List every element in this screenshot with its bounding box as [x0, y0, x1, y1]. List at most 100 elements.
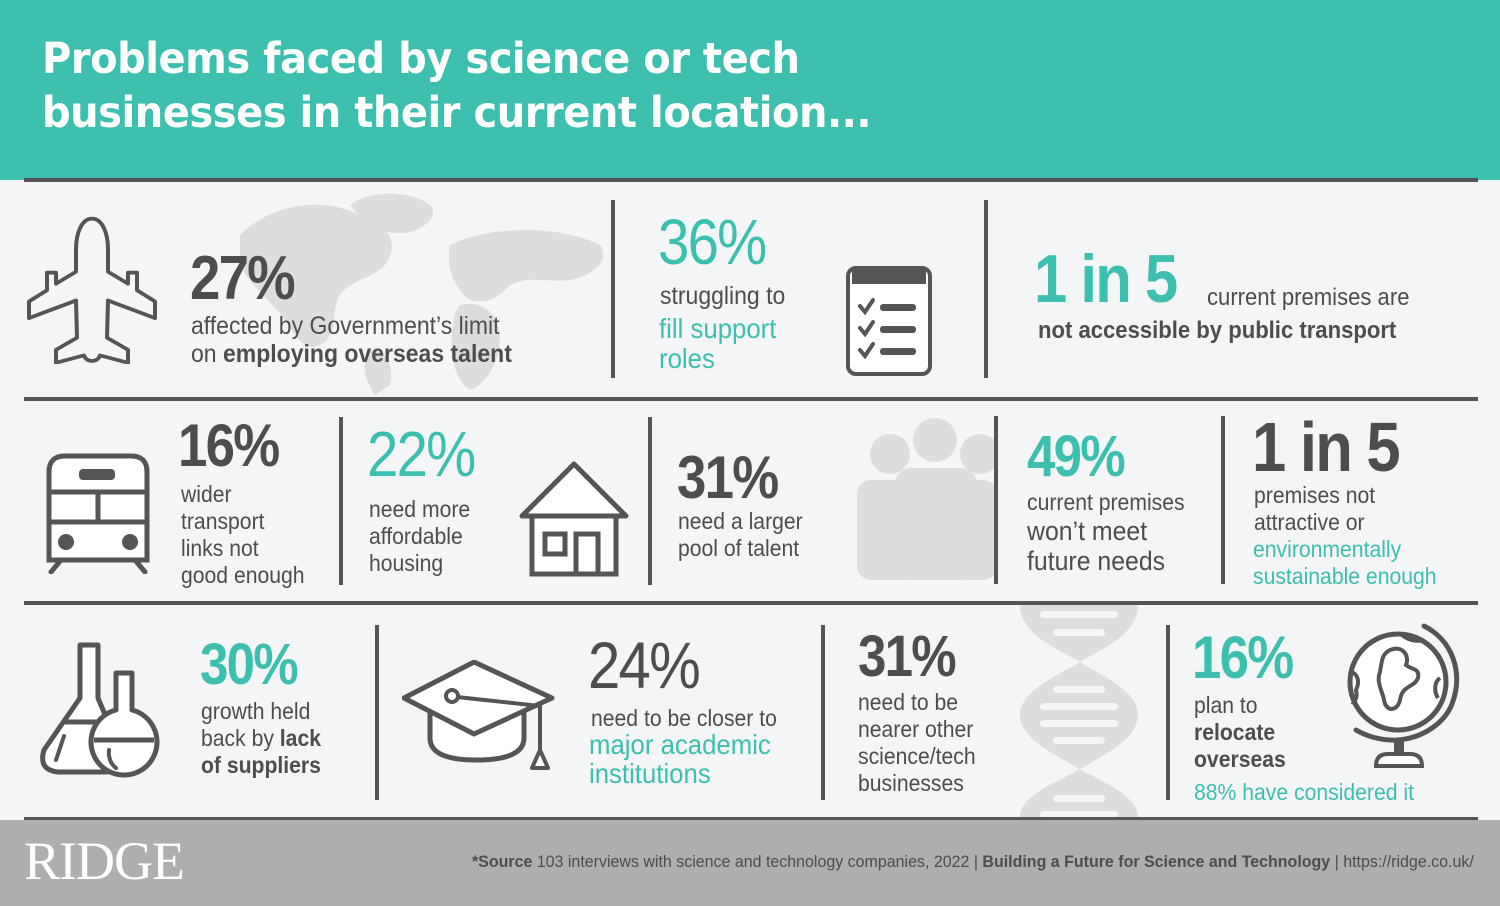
divider-top — [24, 178, 1478, 182]
divider-row2 — [24, 601, 1478, 605]
stat-line: wider — [181, 481, 232, 507]
stat-line: growth held — [201, 698, 311, 724]
stat-text-academic: need to be closer to — [591, 705, 777, 731]
stat-line: links not — [181, 535, 259, 561]
source-url-link[interactable]: | https://ridge.co.uk/ — [1330, 852, 1474, 871]
stat-line: affected by Government’s limit — [191, 312, 500, 340]
stat-line: need a larger — [678, 508, 803, 534]
stat-value-future-needs: 49% — [1027, 424, 1126, 489]
stat-text-support-roles: struggling to — [660, 282, 785, 310]
title-line-2: businesses in their current location... — [42, 88, 872, 138]
stat-value-nearer-businesses: 31% — [858, 624, 957, 689]
stat-text-future-needs: current premises — [1027, 489, 1185, 515]
stat-line: housing — [369, 550, 444, 576]
stat-line: need to be — [858, 689, 959, 715]
column-divider — [994, 416, 998, 584]
stat-highlight-academic: major academic institutions — [589, 730, 771, 788]
stat-value-housing: 22% — [367, 418, 476, 490]
stat-line: fill support — [659, 313, 777, 344]
stat-line: won’t meet — [1027, 516, 1148, 546]
stat-highlight-support-roles: fill support roles — [659, 314, 776, 374]
report-title: Building a Future for Science and Techno… — [982, 852, 1331, 871]
checklist-icon — [846, 266, 932, 376]
stat-note-relocate: 88% have considered it — [1194, 779, 1414, 805]
ridge-logo: RIDGE — [24, 831, 185, 891]
stat-line: plan to — [1194, 692, 1258, 718]
stat-line: future needs — [1027, 546, 1166, 576]
stat-line: relocate — [1194, 719, 1286, 746]
airplane-icon — [27, 216, 157, 364]
stat-text-bold: of suppliers — [201, 752, 321, 778]
stat-line: back by lack — [201, 725, 321, 752]
stat-value-academic: 24% — [588, 628, 701, 702]
stat-line: nearer other — [858, 716, 974, 742]
stat-text-sustainable: premises not attractive or — [1254, 482, 1375, 536]
column-divider — [984, 200, 988, 378]
stat-value-public-transport: 1 in 5 — [1034, 241, 1178, 317]
stat-line: need more — [369, 496, 471, 522]
stat-text-housing: need more affordable housing — [369, 496, 470, 577]
page-title: Problems faced by science or tech busine… — [42, 32, 872, 140]
stat-line: roles — [659, 343, 715, 374]
column-divider — [339, 417, 343, 585]
stat-value-support-roles: 36% — [658, 206, 767, 278]
stat-line: good enough — [181, 562, 305, 588]
world-map-watermark-icon — [240, 193, 604, 395]
stat-line: sustainable enough — [1253, 563, 1437, 589]
stat-line: on employing overseas talent — [191, 340, 512, 368]
stat-highlight-public-transport: not accessible by public transport — [1038, 317, 1397, 344]
stat-line: transport — [181, 508, 265, 534]
stat-line: of suppliers — [201, 752, 321, 779]
people-icon — [857, 418, 997, 580]
source-text: 103 interviews with science and technolo… — [532, 852, 983, 871]
stat-value-sustainable: 1 in 5 — [1252, 408, 1401, 486]
train-icon — [46, 453, 150, 574]
stat-text-talent-pool: need a larger pool of talent — [678, 508, 803, 562]
stat-line: science/tech — [858, 743, 976, 769]
stat-text-public-transport: current premises are — [1207, 284, 1410, 311]
stat-value-transport-links: 16% — [178, 412, 280, 479]
column-divider — [821, 625, 825, 800]
stat-value-talent-pool: 31% — [677, 444, 779, 511]
stat-text-bold: relocate — [1194, 719, 1276, 745]
stat-line: pool of talent — [678, 535, 800, 561]
stat-line: attractive or — [1254, 509, 1365, 535]
globe-icon — [1347, 623, 1460, 768]
stat-line: environmentally — [1253, 536, 1402, 562]
stat-line: premises not — [1254, 482, 1376, 508]
stat-text-relocate: plan to relocate overseas — [1194, 692, 1286, 773]
column-divider — [648, 417, 652, 585]
house-icon — [519, 461, 629, 577]
stat-text-nearer-businesses: need to be nearer other science/tech bus… — [858, 689, 976, 797]
graduation-cap-icon — [402, 660, 555, 770]
stat-text-part: on — [191, 340, 223, 368]
stat-value-suppliers: 30% — [200, 632, 299, 697]
stat-text-bold: lack — [279, 725, 321, 751]
stat-text-bold: overseas — [1194, 746, 1286, 772]
column-divider — [1166, 625, 1170, 800]
stat-value-relocate: 16% — [1192, 624, 1294, 691]
divider-row3 — [24, 817, 1478, 821]
header-banner — [0, 0, 1500, 180]
dna-icon — [1020, 605, 1138, 817]
divider-row1 — [24, 397, 1478, 401]
stat-line: institutions — [589, 758, 711, 789]
footer-bar — [0, 820, 1500, 906]
stat-text-overseas-talent: affected by Government’s limit on employ… — [191, 312, 512, 368]
source-label: *Source — [472, 852, 533, 871]
stat-line: overseas — [1194, 746, 1286, 773]
title-line-1: Problems faced by science or tech — [42, 34, 800, 84]
stat-line: affordable — [369, 523, 463, 549]
flasks-icon — [40, 642, 160, 778]
stat-text-bold: employing overseas talent — [222, 340, 512, 368]
column-divider — [1221, 416, 1225, 584]
source-citation: *Source 103 interviews with science and … — [472, 852, 1474, 872]
column-divider — [375, 625, 379, 800]
stat-text-part: back by — [201, 725, 280, 751]
stat-highlight-future-needs: won’t meet future needs — [1027, 516, 1165, 576]
column-divider — [611, 200, 615, 378]
stat-value-overseas-talent: 27% — [190, 244, 296, 313]
stat-text-suppliers: growth held back by lack of suppliers — [201, 698, 321, 779]
stat-highlight-sustainable: environmentally sustainable enough — [1253, 536, 1437, 590]
stat-line: major academic — [589, 729, 771, 760]
